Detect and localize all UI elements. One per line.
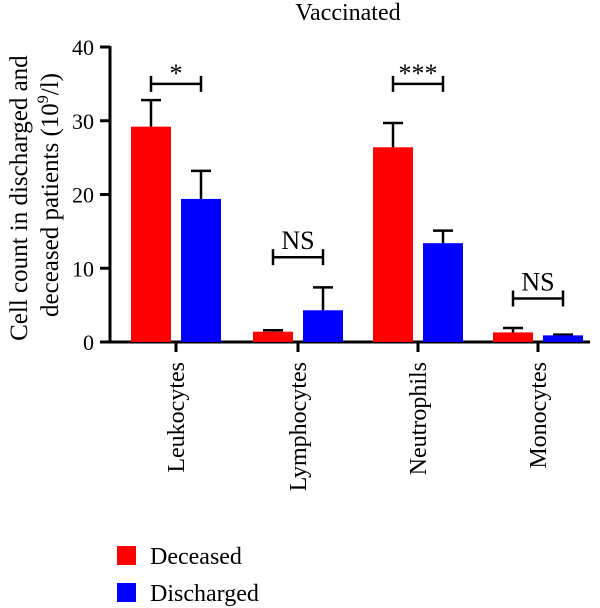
y-axis-label: Cell count in discharged and deceased pa… [6,49,64,341]
bar-leukocytes-discharged [181,198,221,342]
category-labels: Leukocytes Lymphocytes Neutrophils Monocyte… [164,362,552,491]
y-axis-label-line1: Cell count in discharged and [6,55,33,341]
y-tick-label-40: 40 [72,35,94,60]
bar-neutrophils-deceased [373,147,413,342]
bar-neutrophils-discharged [423,243,463,342]
bar-monocytes-deceased [493,332,533,342]
y-tick-label-10: 10 [72,256,94,281]
legend-swatch-deceased [117,546,136,565]
y-axis-label-unit: /l) [37,73,64,95]
chart-title: Vaccinated [295,0,400,26]
sig-label-2: *** [399,59,438,88]
sig-label-0: * [170,59,183,88]
sig-label-1: NS [281,226,314,255]
legend-label-discharged: Discharged [150,581,259,607]
y-axis-label-superscript: 9 [35,95,52,103]
y-tick-label-20: 20 [72,183,94,208]
y-tick-label-0: 0 [83,330,94,355]
category-label-monocytes: Monocytes [526,362,552,469]
category-label-leukocytes: Leukocytes [164,362,190,473]
legend-swatch-discharged [117,583,136,602]
bar-monocytes-discharged [543,335,583,342]
category-label-lymphocytes: Lymphocytes [286,362,312,491]
bar-lymphocytes-deceased [253,331,293,342]
y-tick-label-30: 30 [72,109,94,134]
significance-annotations: * NS *** NS [149,59,565,307]
bar-leukocytes-deceased [131,126,171,343]
legend-label-deceased: Deceased [150,544,242,570]
bar-lymphocytes-discharged [303,310,343,342]
category-label-neutrophils: Neutrophils [406,362,432,475]
sig-label-3: NS [521,267,554,296]
y-axis-label-line2: deceased patients (10 [37,103,64,317]
legend: Deceased Discharged [117,544,259,607]
bars [131,98,583,343]
